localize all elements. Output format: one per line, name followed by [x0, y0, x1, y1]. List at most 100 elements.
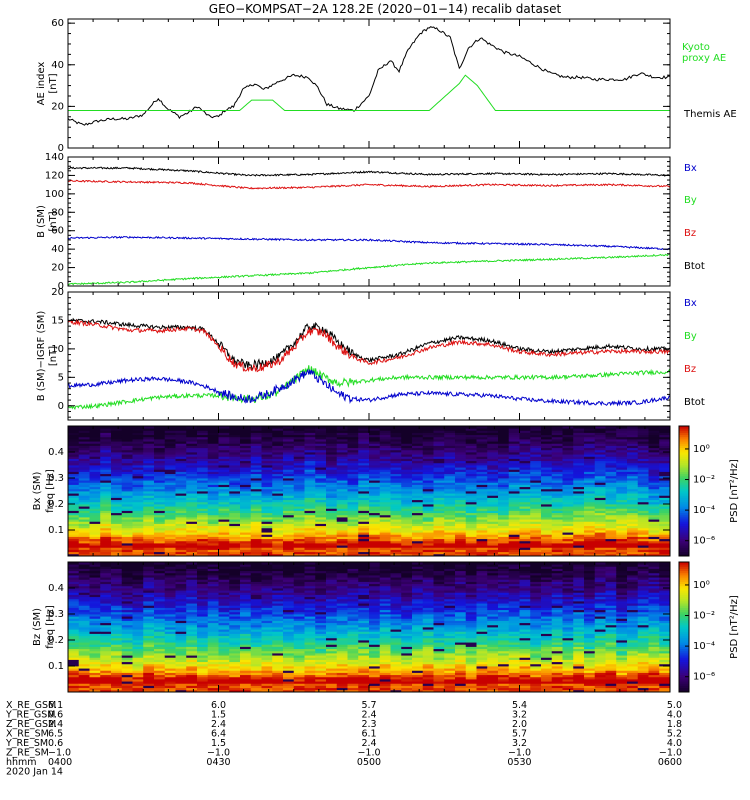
ephemeris-value: 4.0	[667, 710, 682, 721]
ephemeris-value: 4.0	[667, 738, 682, 749]
y-tick-label: 40	[51, 60, 64, 71]
legend-entry: Bx	[684, 298, 697, 309]
y-tick-label: 80	[51, 207, 64, 218]
y-axis-label: freq [Hz]	[45, 605, 56, 649]
colorbar-tick-label: 10⁰	[693, 580, 710, 591]
ephemeris-value: 2.4	[48, 719, 63, 730]
legend-entry: Bz	[684, 228, 696, 239]
legend-entry: Themis AE	[683, 109, 737, 120]
y-axis-label: [nT]	[48, 211, 59, 231]
panel-frame	[67, 18, 671, 149]
y-tick-label: 0.1	[48, 525, 64, 536]
ephemeris-value: 6.1	[361, 729, 376, 740]
y-tick-label: 0.1	[48, 661, 64, 672]
y-tick-label: 20	[51, 287, 64, 298]
series-line-bz	[68, 179, 670, 190]
ephemeris-value: 1.5	[211, 710, 226, 721]
y-tick-label: 0.2	[48, 499, 64, 510]
y-tick-label: 20	[51, 263, 64, 274]
ephemeris-value: 0.6	[48, 710, 63, 721]
y-axis-label: [nT]	[48, 346, 59, 366]
y-tick-label: 100	[45, 189, 64, 200]
ephemeris-row-label: Z_RE_GSM	[6, 719, 56, 730]
y-tick-label: 0.4	[48, 583, 64, 594]
colorbar-tick-label: 10⁻²	[693, 611, 715, 622]
ephemeris-value: 5.7	[512, 729, 527, 740]
panel-b-sm: 0 20 40 60 80 100 120 140 B (SM) [nT] Bx By Bz Btot	[36, 152, 705, 292]
colorbar-tick-label: 10⁻⁴	[693, 641, 715, 652]
y-tick-label: 0	[58, 401, 64, 412]
ephemeris-date: 2020 Jan 14	[6, 767, 63, 778]
y-tick-label: 60	[51, 18, 64, 29]
ephemeris-value: 2.0	[512, 719, 527, 730]
ephemeris-value: 6.4	[211, 729, 226, 740]
colorbar-label: PSD [nT²/Hz]	[729, 595, 740, 659]
ephemeris-value: 0400	[48, 757, 72, 768]
ephemeris-value: 3.2	[512, 710, 527, 721]
y-axis-label: freq [Hz]	[45, 469, 56, 513]
bx-spectrogram-cells	[68, 426, 671, 557]
legend-entry: By	[684, 195, 697, 206]
y-axis-label: AE index	[36, 62, 47, 106]
ephemeris-row-label: hhmm	[6, 757, 37, 768]
legend-entry: Bx	[684, 163, 697, 174]
ephemeris-value: 6.0	[211, 700, 226, 711]
ephemeris-value: 3.2	[512, 738, 527, 749]
legend-entry: proxy AE	[682, 53, 726, 64]
y-tick-label: 0.3	[48, 609, 64, 620]
ephemeris-table: X_RE_GSMY_RE_GSMZ_RE_GSMX_RE_SMY_RE_SMZ_…	[5, 700, 682, 778]
ephemeris-value: 6.5	[48, 729, 63, 740]
legend-entry: Kyoto	[682, 42, 710, 53]
series-line-by	[68, 365, 670, 410]
series-line-kyoto	[68, 74, 670, 112]
panel-frame	[67, 156, 671, 287]
colorbar-tick-label: 10⁻²	[693, 475, 715, 486]
series-line-by	[68, 253, 670, 286]
y-axis-label: Bz (SM)	[32, 608, 43, 646]
panel-bz-spectrogram: 0.10.20.30.4Bz (SM) freq [Hz]10⁰10⁻²10⁻⁴1…	[32, 561, 740, 693]
y-tick-label: 140	[45, 152, 64, 163]
ephemeris-value: 2.4	[361, 710, 376, 721]
ephemeris-value: 2.4	[361, 738, 376, 749]
ephemeris-value: 6.1	[48, 700, 63, 711]
colorbar-tick-label: 10⁻⁶	[693, 536, 715, 547]
figure-title: GEO−KOMPSAT−2A 128.2E (2020−01−14) recal…	[209, 2, 562, 16]
ephemeris-value: 0530	[507, 757, 531, 768]
series-line-bx	[68, 368, 670, 407]
series-line-btot	[68, 317, 670, 371]
ephemeris-value: −1.0	[357, 748, 380, 759]
colorbar-label: PSD [nT²/Hz]	[729, 459, 740, 523]
colorbar: 10⁰ 10⁻² 10⁻⁴ 10⁻⁶ PSD [nT²/Hz]	[678, 425, 740, 557]
colorbar-tick-label: 10⁰	[693, 444, 710, 455]
ephemeris-value: −1.0	[508, 748, 531, 759]
y-tick-label: 0.3	[48, 473, 64, 484]
y-tick-label: 10	[51, 344, 64, 355]
ephemeris-row-label: Y_RE_SM	[5, 738, 48, 749]
ephemeris-value: 0430	[206, 757, 230, 768]
ephemeris-value: 2.4	[211, 719, 226, 730]
ephemeris-value: 2.3	[361, 719, 376, 730]
y-tick-label: 5	[58, 372, 64, 383]
ephemeris-row-label: Z_RE_SM	[6, 748, 49, 759]
y-tick-label: 0	[58, 143, 64, 154]
y-axis-label: B (SM)−IGRF (SM)	[36, 311, 47, 402]
series-line-bx	[68, 235, 670, 251]
colorbar-tick-label: 10⁻⁶	[693, 672, 715, 683]
ephemeris-value: 0500	[357, 757, 381, 768]
y-tick-label: 0	[58, 281, 64, 292]
y-axis-label: [nT]	[48, 73, 59, 93]
legend-entry: Btot	[684, 397, 705, 408]
ephemeris-value: 1.8	[667, 719, 682, 730]
ephemeris-value: −1.0	[48, 748, 71, 759]
ephemeris-value: 0.6	[48, 738, 63, 749]
colorbar-tick-label: 10⁻⁴	[693, 505, 715, 516]
y-tick-label: 40	[51, 244, 64, 255]
series-line-btot	[68, 166, 670, 177]
y-axis-label: Bx (SM)	[32, 472, 43, 511]
ephemeris-row-label: X_RE_GSM	[6, 700, 56, 711]
ephemeris-value: 5.7	[361, 700, 376, 711]
ephemeris-value: 5.0	[667, 700, 682, 711]
panel-bx-spectrogram: 0.10.20.30.4Bx (SM) freq [Hz]10⁰10⁻²10⁻⁴1…	[32, 425, 740, 557]
bz-spectrogram-cells	[68, 562, 671, 693]
